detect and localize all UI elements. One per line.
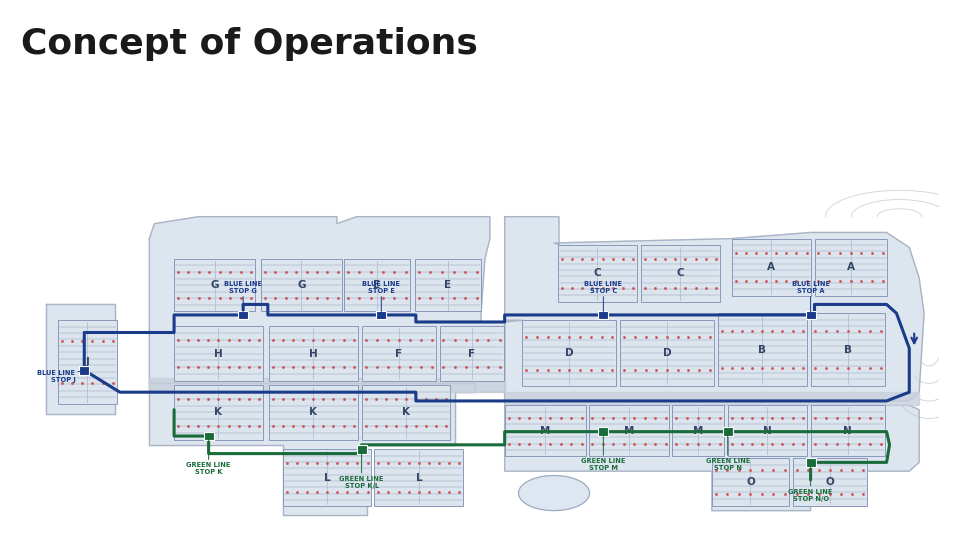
Text: BLUE LINE
STOP J: BLUE LINE STOP J <box>37 370 84 383</box>
Bar <box>728 406 806 456</box>
Text: GREEN LINE
STOP K/L: GREEN LINE STOP K/L <box>340 449 384 489</box>
Bar <box>505 406 586 456</box>
Text: A: A <box>767 262 775 272</box>
Text: GREEN LINE
STOP N: GREEN LINE STOP N <box>706 431 750 471</box>
Text: O: O <box>746 477 755 487</box>
Polygon shape <box>46 305 115 414</box>
Bar <box>80 366 89 375</box>
Polygon shape <box>505 392 919 511</box>
Bar <box>174 385 263 440</box>
Text: G: G <box>210 280 219 290</box>
Bar <box>269 385 358 440</box>
Text: GREEN LINE
STOP N/O: GREEN LINE STOP N/O <box>788 462 832 502</box>
Text: H: H <box>214 348 223 359</box>
Text: BLUE LINE
STOP E: BLUE LINE STOP E <box>362 281 400 315</box>
Text: M: M <box>693 426 704 436</box>
Bar <box>814 239 887 295</box>
Bar <box>793 458 867 507</box>
Bar <box>810 406 884 456</box>
Text: BLUE LINE
STOP G: BLUE LINE STOP G <box>224 281 262 315</box>
Text: M: M <box>624 426 635 436</box>
Bar <box>672 406 724 456</box>
Bar <box>805 458 816 467</box>
Bar <box>718 313 806 386</box>
Text: G: G <box>298 280 305 290</box>
Polygon shape <box>518 476 589 511</box>
Bar <box>558 245 636 302</box>
Text: L: L <box>416 472 422 483</box>
Bar <box>522 320 616 386</box>
Text: C: C <box>593 268 601 278</box>
Bar <box>641 245 720 302</box>
Text: M: M <box>540 426 550 436</box>
Bar <box>282 449 372 507</box>
Bar <box>357 445 367 454</box>
Bar <box>174 259 255 312</box>
Text: A: A <box>847 262 854 272</box>
Bar <box>588 406 669 456</box>
Text: F: F <box>468 348 475 359</box>
Text: GREEN LINE
STOP K: GREEN LINE STOP K <box>186 436 230 475</box>
Polygon shape <box>150 217 505 392</box>
Text: BLUE LINE
STOP A: BLUE LINE STOP A <box>792 281 829 315</box>
Bar <box>598 427 609 436</box>
Text: O: O <box>826 477 834 487</box>
Bar <box>810 313 884 386</box>
Text: K: K <box>309 407 317 417</box>
Bar <box>58 320 117 403</box>
Text: E: E <box>444 280 451 290</box>
Bar <box>204 431 213 441</box>
Bar <box>269 326 358 381</box>
Text: L: L <box>324 472 330 483</box>
Bar <box>374 449 464 507</box>
Text: J: J <box>85 357 89 367</box>
Bar <box>440 326 504 381</box>
Polygon shape <box>505 392 919 406</box>
Bar <box>732 239 810 295</box>
Text: K: K <box>214 407 223 417</box>
Bar <box>620 320 714 386</box>
Bar <box>362 385 450 440</box>
Bar <box>261 259 342 312</box>
Bar <box>376 310 386 319</box>
Bar <box>174 326 263 381</box>
Text: E: E <box>373 280 380 290</box>
Bar <box>712 458 789 507</box>
Text: BLUE LINE
STOP C: BLUE LINE STOP C <box>585 281 622 315</box>
Text: D: D <box>565 348 574 358</box>
Text: N: N <box>763 426 772 436</box>
Bar <box>723 427 732 436</box>
Text: D: D <box>662 348 671 358</box>
Bar <box>805 310 816 319</box>
Text: C: C <box>677 268 684 278</box>
Text: H: H <box>309 348 318 359</box>
Bar <box>344 259 410 312</box>
Polygon shape <box>150 378 505 392</box>
Bar <box>415 259 481 312</box>
Text: GREEN LINE
STOP M: GREEN LINE STOP M <box>581 431 626 471</box>
Text: Concept of Operations: Concept of Operations <box>21 27 478 61</box>
Text: N: N <box>843 426 852 436</box>
Bar <box>362 326 436 381</box>
Text: F: F <box>395 348 402 359</box>
Text: B: B <box>844 345 852 355</box>
Text: K: K <box>402 407 410 417</box>
Polygon shape <box>505 217 924 401</box>
Bar <box>238 310 248 319</box>
Polygon shape <box>150 383 475 515</box>
Bar <box>598 310 609 319</box>
Text: B: B <box>758 345 766 355</box>
